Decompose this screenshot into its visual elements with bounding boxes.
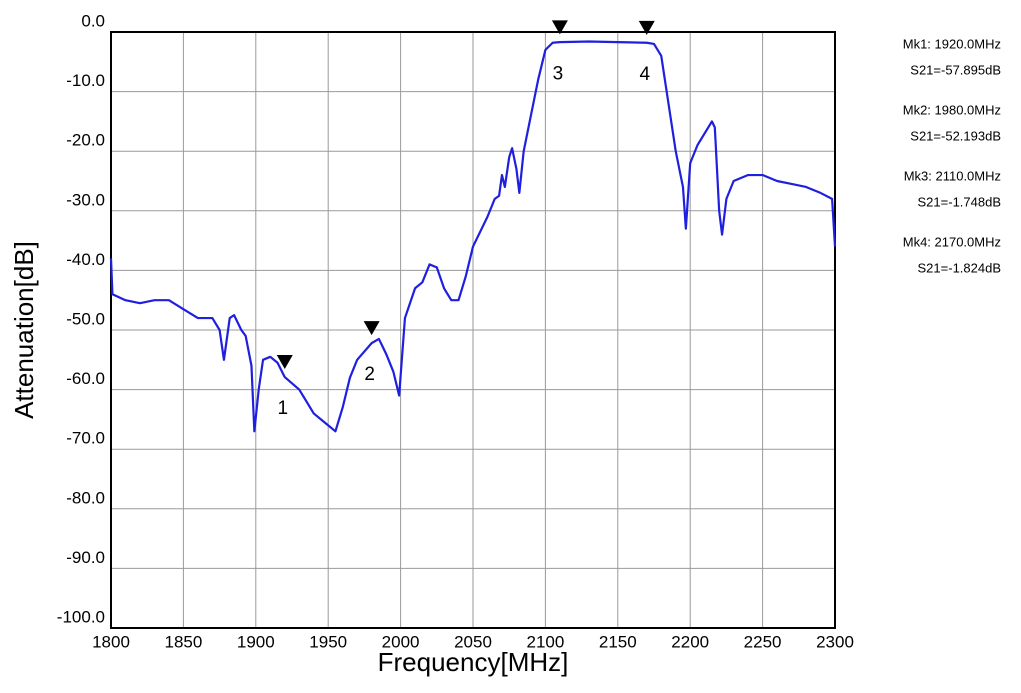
marker-triangle — [363, 321, 380, 336]
marker-readout-freq: Mk4: 2170.0MHz — [903, 234, 1001, 249]
y-tick-label: 0.0 — [81, 11, 105, 30]
x-tick-label: 2300 — [816, 632, 854, 651]
x-tick-label: 2100 — [526, 632, 564, 651]
marker-readout-value: S21=-1.748dB — [918, 194, 1001, 209]
marker-readout-value: S21=-1.824dB — [918, 260, 1001, 275]
x-tick-label: 2050 — [454, 632, 492, 651]
x-tick-label: 1900 — [237, 632, 275, 651]
x-tick-label: 2000 — [382, 632, 420, 651]
marker-label: 3 — [553, 63, 564, 84]
marker-label: 2 — [364, 364, 375, 385]
y-tick-label: -100.0 — [57, 607, 105, 626]
y-tick-label: -70.0 — [66, 429, 105, 448]
marker-triangle — [551, 20, 568, 35]
x-tick-label: 1850 — [164, 632, 202, 651]
x-tick-label: 2150 — [599, 632, 637, 651]
y-tick-label: -80.0 — [66, 488, 105, 507]
y-tick-label: -90.0 — [66, 548, 105, 567]
marker-readout-freq: Mk3: 2110.0MHz — [904, 168, 1001, 183]
y-tick-label: -30.0 — [66, 190, 105, 209]
marker-readout-value: S21=-52.193dB — [910, 128, 1001, 143]
y-axis-title: Attenuation[dB] — [9, 241, 39, 419]
marker-readout-freq: Mk2: 1980.0MHz — [903, 102, 1001, 117]
y-tick-label: -60.0 — [66, 369, 105, 388]
x-tick-label: 2250 — [744, 632, 782, 651]
y-tick-label: -20.0 — [66, 131, 105, 150]
marker-readout-value: S21=-57.895dB — [910, 62, 1001, 77]
x-tick-label: 1950 — [309, 632, 347, 651]
x-tick-label: 2200 — [671, 632, 709, 651]
marker-label: 4 — [639, 64, 650, 85]
y-tick-label: -40.0 — [66, 250, 105, 269]
trace — [109, 40, 837, 433]
plot-frame — [110, 31, 836, 629]
marker-label: 1 — [277, 398, 288, 419]
marker-triangle — [276, 355, 293, 370]
y-tick-label: -10.0 — [66, 71, 105, 90]
marker-triangle — [638, 20, 655, 35]
marker-readout-freq: Mk1: 1920.0MHz — [903, 36, 1001, 51]
x-tick-label: 1800 — [92, 632, 130, 651]
y-tick-label: -50.0 — [66, 309, 105, 328]
x-axis-title: Frequency[MHz] — [378, 647, 569, 677]
